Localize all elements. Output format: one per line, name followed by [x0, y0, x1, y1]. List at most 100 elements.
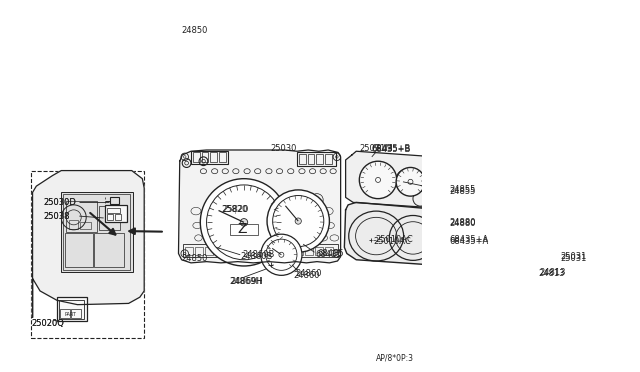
Polygon shape — [490, 202, 610, 326]
Text: 24850: 24850 — [181, 254, 207, 263]
Polygon shape — [179, 150, 340, 263]
Bar — [316, 154, 323, 164]
Text: 24880: 24880 — [450, 218, 476, 227]
Bar — [315, 247, 323, 256]
Text: Z: Z — [237, 222, 247, 236]
Text: 68435: 68435 — [316, 250, 342, 259]
Bar — [191, 151, 228, 164]
Text: 25020Q: 25020Q — [31, 320, 64, 328]
Text: 25820: 25820 — [221, 205, 248, 214]
Bar — [31, 171, 143, 338]
Text: 24880: 24880 — [450, 219, 476, 228]
Bar — [99, 206, 120, 230]
Bar — [275, 247, 283, 256]
Bar — [68, 220, 78, 228]
Bar — [184, 244, 338, 257]
Text: 24813: 24813 — [538, 269, 564, 278]
Ellipse shape — [200, 179, 287, 266]
Text: 25038: 25038 — [44, 212, 70, 221]
Ellipse shape — [267, 190, 330, 252]
Bar — [325, 247, 333, 256]
Ellipse shape — [359, 161, 397, 199]
Text: 24869H: 24869H — [230, 277, 262, 286]
Bar — [59, 300, 84, 319]
Text: AP/8*0P:3: AP/8*0P:3 — [376, 354, 414, 363]
Text: 24860B: 24860B — [242, 250, 275, 259]
Bar — [295, 247, 303, 256]
Bar — [60, 309, 70, 318]
Bar — [195, 247, 203, 256]
Bar — [202, 153, 209, 163]
Text: 24813: 24813 — [540, 268, 566, 277]
Text: 24855: 24855 — [450, 185, 476, 195]
Text: 25820: 25820 — [223, 205, 249, 214]
Text: 25030D: 25030D — [44, 198, 77, 207]
Bar — [211, 153, 217, 163]
Text: PART: PART — [65, 311, 76, 317]
Bar — [214, 227, 220, 241]
Text: 25031: 25031 — [560, 254, 586, 263]
Polygon shape — [346, 151, 434, 207]
Text: 68435+B: 68435+B — [372, 145, 411, 154]
Bar — [236, 247, 243, 256]
Bar — [325, 154, 332, 164]
Text: 25030D: 25030D — [44, 198, 77, 207]
Text: 24860: 24860 — [294, 271, 321, 280]
Bar — [255, 222, 268, 246]
Bar — [105, 205, 127, 222]
Bar — [308, 154, 314, 164]
Text: 25031M: 25031M — [359, 144, 393, 153]
Bar — [94, 233, 124, 267]
Bar — [80, 222, 91, 228]
Text: 25010AC: 25010AC — [375, 235, 413, 244]
Bar — [219, 214, 278, 250]
Bar — [115, 214, 121, 221]
Ellipse shape — [240, 219, 248, 226]
Bar — [71, 309, 81, 318]
Ellipse shape — [396, 167, 425, 196]
Bar — [107, 214, 113, 221]
Bar — [226, 222, 238, 246]
Polygon shape — [33, 171, 144, 317]
Text: 25030: 25030 — [270, 144, 296, 153]
Bar — [110, 198, 118, 204]
Bar — [299, 154, 306, 164]
Bar — [240, 222, 253, 246]
Ellipse shape — [295, 218, 301, 224]
Polygon shape — [344, 202, 437, 265]
Bar — [225, 247, 233, 256]
Bar — [215, 247, 223, 256]
Text: 24850: 24850 — [181, 26, 207, 35]
Text: 68435+A: 68435+A — [450, 237, 489, 246]
Bar — [245, 247, 253, 256]
Text: 68435+B: 68435+B — [372, 144, 411, 153]
Text: 25031: 25031 — [560, 252, 586, 261]
Bar — [186, 247, 193, 256]
Bar — [205, 247, 212, 256]
Bar — [222, 218, 275, 248]
Text: 68435+A: 68435+A — [450, 235, 489, 244]
Bar — [193, 153, 200, 163]
Bar — [255, 247, 262, 256]
Bar — [265, 247, 273, 256]
Text: 24860B: 24860B — [241, 252, 273, 261]
Text: 25010AC: 25010AC — [374, 237, 412, 246]
Text: 24855: 24855 — [450, 187, 476, 196]
Bar — [61, 192, 133, 272]
Ellipse shape — [261, 234, 302, 275]
Bar — [305, 247, 312, 256]
Bar — [297, 153, 335, 166]
Text: 25038: 25038 — [44, 212, 70, 221]
Bar — [107, 208, 120, 213]
Bar — [67, 201, 97, 232]
Bar — [219, 153, 226, 163]
Text: 68435: 68435 — [317, 249, 344, 258]
Bar — [57, 297, 87, 321]
Bar — [65, 233, 93, 267]
Text: 24869H: 24869H — [231, 277, 264, 286]
Bar — [285, 247, 292, 256]
Text: 25020Q: 25020Q — [31, 320, 64, 328]
Text: 24860: 24860 — [295, 269, 322, 278]
Bar — [63, 194, 131, 270]
Bar — [230, 224, 259, 235]
